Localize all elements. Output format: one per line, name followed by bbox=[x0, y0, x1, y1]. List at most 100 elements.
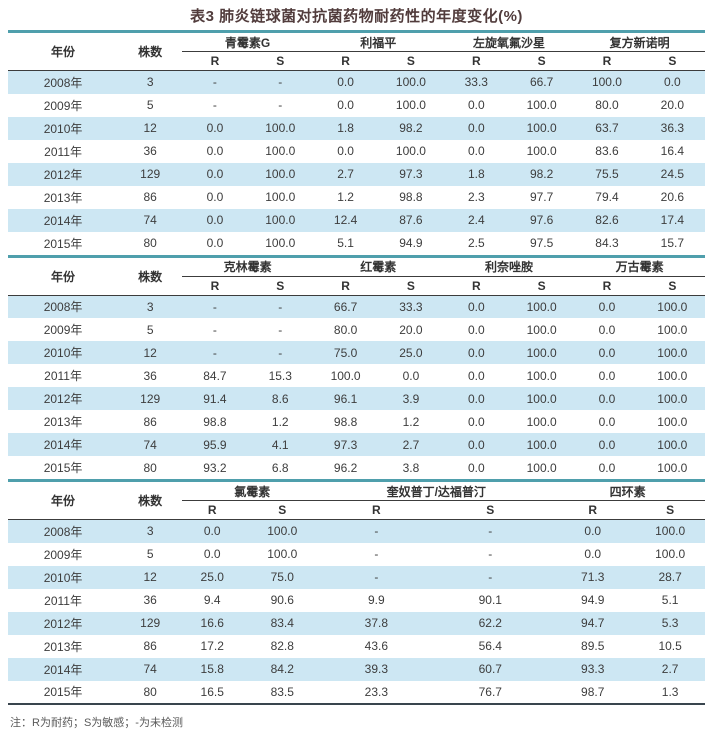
year-cell: 2015年 bbox=[43, 685, 83, 699]
year-cell: 2014年 bbox=[43, 438, 83, 452]
value-cell: 0.0 bbox=[337, 98, 354, 112]
value-cell: 10.5 bbox=[658, 639, 682, 653]
strain-count-cell: 12 bbox=[143, 345, 157, 360]
value-cell: 90.6 bbox=[270, 593, 294, 607]
value-cell: 1.8 bbox=[467, 167, 485, 181]
value-cell: 60.7 bbox=[478, 662, 502, 676]
drug-group-header: 氯霉素 bbox=[182, 480, 323, 501]
value-cell: 5.3 bbox=[661, 616, 679, 630]
value-cell: 87.6 bbox=[399, 213, 423, 227]
year-cell: 2008年 bbox=[43, 300, 83, 315]
value-cell: 75.5 bbox=[595, 167, 619, 181]
value-cell: - bbox=[278, 98, 283, 112]
value-cell: 2.3 bbox=[467, 190, 485, 204]
value-cell: 100.0 bbox=[657, 437, 688, 452]
value-cell: 66.7 bbox=[333, 299, 358, 314]
value-cell: 100.0 bbox=[657, 345, 688, 360]
value-cell: 84.3 bbox=[595, 236, 619, 250]
year-cell: 2009年 bbox=[43, 323, 83, 337]
value-cell: 37.8 bbox=[364, 616, 388, 630]
value-cell: 9.9 bbox=[367, 593, 385, 607]
value-cell: - bbox=[488, 524, 493, 539]
drug-group-header: 万古霉素 bbox=[574, 256, 705, 277]
value-cell: 98.8 bbox=[203, 414, 227, 429]
strain-count-cell: 74 bbox=[143, 213, 157, 227]
value-cell: - bbox=[278, 322, 283, 337]
drug-group-header: 红霉素 bbox=[312, 256, 444, 277]
value-cell: 3.9 bbox=[402, 391, 420, 406]
value-cell: 2.7 bbox=[402, 437, 420, 452]
strain-count-cell: 74 bbox=[143, 437, 157, 452]
strain-count-cell: 5 bbox=[146, 547, 154, 561]
value-cell: 1.3 bbox=[661, 684, 679, 699]
value-cell: 100.0 bbox=[591, 75, 622, 90]
value-cell: 100.0 bbox=[657, 299, 688, 314]
value-cell: 100.0 bbox=[265, 144, 296, 158]
resistance-table-section-3: 年份 株数 氯霉素 奎奴普丁/达福普汀 四环素 R S R S R S 2008年 3 0.0 100.0-… bbox=[8, 479, 705, 705]
value-cell: 0.0 bbox=[467, 299, 485, 314]
value-cell: 100.0 bbox=[526, 299, 557, 314]
susceptible-subheader: S bbox=[639, 51, 705, 71]
value-cell: 100.0 bbox=[526, 414, 557, 429]
value-cell: 15.8 bbox=[200, 662, 224, 676]
value-cell: 82.6 bbox=[595, 213, 619, 227]
year-cell: 2012年 bbox=[43, 392, 83, 406]
value-cell: 97.5 bbox=[529, 236, 554, 250]
strain-count-cell: 12 bbox=[143, 121, 157, 135]
table-row: 2012年 129 91.4 8.6 96.1 3.9 0.0 100.0 0.0 100.0 bbox=[8, 387, 705, 410]
value-cell: 97.7 bbox=[529, 190, 554, 204]
value-cell: 100.0 bbox=[526, 460, 557, 475]
value-cell: 43.6 bbox=[364, 639, 388, 653]
value-cell: 90.1 bbox=[478, 593, 502, 607]
value-cell: 20.0 bbox=[399, 322, 423, 337]
value-cell: 98.8 bbox=[333, 414, 358, 429]
value-cell: 100.0 bbox=[265, 167, 296, 181]
value-cell: 100.0 bbox=[657, 460, 688, 475]
value-cell: - bbox=[374, 570, 379, 584]
year-cell: 2010年 bbox=[43, 346, 83, 360]
value-cell: 15.7 bbox=[660, 236, 684, 250]
value-cell: - bbox=[374, 524, 379, 539]
value-cell: 8.6 bbox=[271, 391, 289, 406]
value-cell: 6.8 bbox=[271, 460, 289, 475]
value-cell: 16.4 bbox=[660, 144, 684, 158]
value-cell: 100.0 bbox=[395, 75, 426, 90]
value-cell: 0.0 bbox=[206, 144, 224, 158]
value-cell: 0.0 bbox=[598, 414, 616, 429]
value-cell: 0.0 bbox=[467, 322, 485, 337]
susceptible-subheader: S bbox=[639, 276, 705, 296]
value-cell: 36.3 bbox=[660, 121, 684, 135]
value-cell: 98.7 bbox=[581, 684, 605, 699]
value-cell: - bbox=[212, 322, 217, 337]
table-row: 2015年 80 0.0 100.0 5.1 94.9 2.5 97.5 84.3 15.7 bbox=[8, 232, 705, 255]
table-row: 2011年 36 84.7 15.3 100.0 0.0 0.0 100.0 0.0 100.0 bbox=[8, 364, 705, 387]
value-cell: 100.0 bbox=[655, 547, 686, 561]
strain-count-cell: 86 bbox=[143, 190, 157, 204]
year-cell: 2008年 bbox=[43, 524, 83, 539]
table-sections: 年份 株数 青霉素G 利福平 左旋氧氟沙星 复方新诺明 R S R S R S R S 2008年 3- -0.… bbox=[8, 30, 705, 705]
year-cell: 2011年 bbox=[44, 369, 82, 383]
value-cell: 0.0 bbox=[598, 345, 616, 360]
value-cell: 63.7 bbox=[595, 121, 619, 135]
value-cell: 95.9 bbox=[203, 437, 227, 452]
resistant-subheader: R bbox=[182, 51, 248, 71]
value-cell: 5.1 bbox=[337, 236, 354, 250]
resistance-table-section-1: 年份 株数 青霉素G 利福平 左旋氧氟沙星 复方新诺明 R S R S R S R S 2008年 3- -0.… bbox=[8, 30, 705, 255]
value-cell: 0.0 bbox=[598, 368, 616, 383]
table-row: 2013年 86 0.0 100.0 1.2 98.8 2.3 97.7 79.4 20.6 bbox=[8, 186, 705, 209]
value-cell: 100.0 bbox=[526, 322, 557, 337]
strain-count-cell: 129 bbox=[140, 167, 161, 181]
value-cell: 75.0 bbox=[333, 345, 358, 360]
value-cell: 66.7 bbox=[529, 75, 554, 90]
year-column-header: 年份 bbox=[8, 31, 119, 71]
value-cell: 97.6 bbox=[529, 213, 554, 227]
susceptible-subheader: S bbox=[635, 500, 705, 520]
strain-count-cell: 86 bbox=[143, 414, 157, 429]
value-cell: 2.5 bbox=[467, 236, 485, 250]
strain-count-cell: 74 bbox=[143, 662, 157, 676]
value-cell: - bbox=[212, 299, 217, 314]
value-cell: 100.0 bbox=[526, 345, 557, 360]
resistant-subheader: R bbox=[312, 51, 379, 71]
value-cell: 39.3 bbox=[364, 662, 388, 676]
value-cell: 84.7 bbox=[203, 368, 227, 383]
